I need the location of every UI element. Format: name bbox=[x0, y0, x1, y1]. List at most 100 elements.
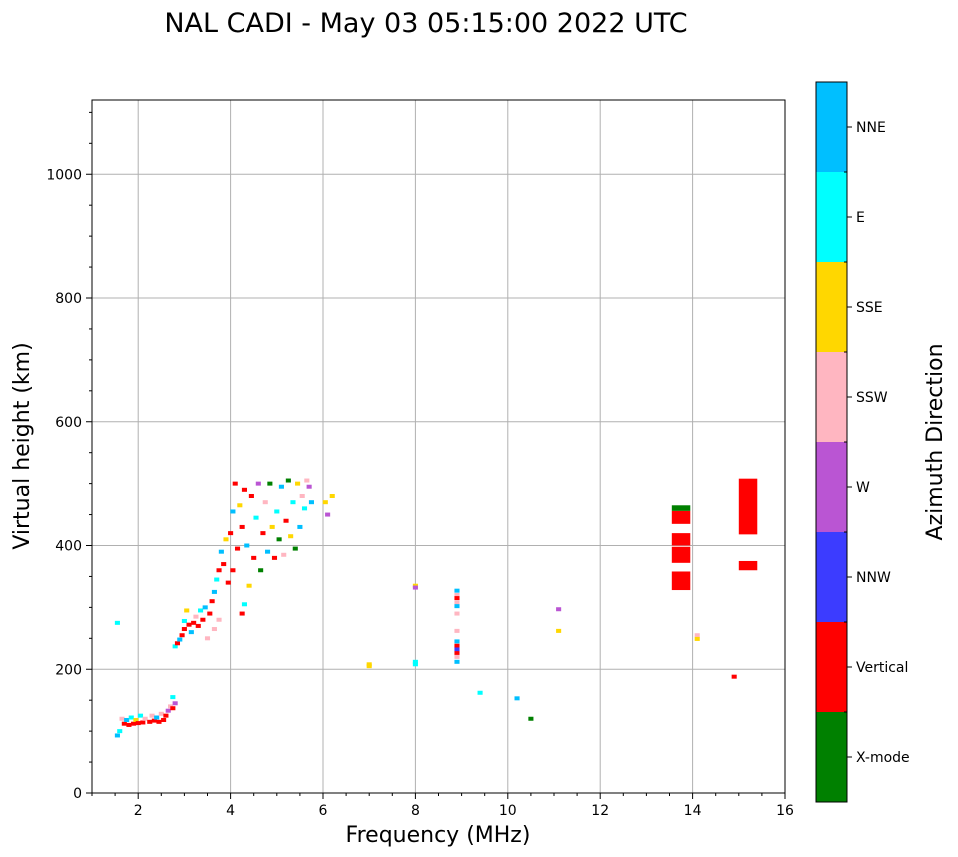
echo-point bbox=[366, 664, 372, 669]
colorbar-tick-label: NNE bbox=[856, 120, 886, 136]
echo-point bbox=[223, 537, 229, 542]
echo-point bbox=[114, 620, 120, 625]
echo-point bbox=[514, 696, 520, 701]
echo-block bbox=[671, 510, 691, 524]
echo-point bbox=[119, 716, 125, 721]
echo-point bbox=[306, 484, 312, 489]
echo-block bbox=[738, 560, 758, 571]
echo-point bbox=[454, 600, 460, 605]
echo-point bbox=[209, 599, 215, 604]
echo-point bbox=[170, 695, 176, 700]
echo-point bbox=[191, 620, 197, 625]
echo-point bbox=[454, 654, 460, 659]
colorbar-tick-label: X-mode bbox=[856, 750, 910, 766]
echo-point bbox=[195, 623, 201, 628]
colorbar-tick-label: Vertical bbox=[856, 660, 908, 676]
plot-frame bbox=[91, 99, 786, 794]
colorbar-label: Azimuth Direction bbox=[923, 343, 948, 540]
echo-point bbox=[204, 636, 211, 641]
echo-point bbox=[181, 618, 187, 623]
echo-point bbox=[297, 524, 303, 529]
echo-point bbox=[147, 719, 153, 724]
echo-block bbox=[671, 571, 691, 591]
echo-point bbox=[133, 717, 139, 722]
echo-point bbox=[202, 605, 208, 610]
echo-point bbox=[322, 500, 328, 505]
echo-point bbox=[276, 537, 282, 542]
x-tick-label: 10 bbox=[499, 803, 517, 819]
colorbar-swatch bbox=[816, 262, 847, 352]
echo-point bbox=[412, 585, 418, 590]
echo-point bbox=[283, 518, 289, 523]
echo-point bbox=[126, 722, 132, 727]
grid-lines bbox=[92, 100, 785, 793]
y-tick-label: 200 bbox=[55, 662, 82, 678]
colorbar-tick-label: SSW bbox=[856, 390, 888, 406]
echo-point bbox=[225, 580, 231, 585]
echo-point bbox=[237, 503, 243, 508]
x-tick-label: 4 bbox=[226, 803, 235, 819]
echo-point bbox=[694, 636, 700, 641]
echo-point bbox=[248, 494, 254, 498]
echo-point bbox=[124, 717, 130, 722]
echo-point bbox=[198, 608, 204, 613]
y-tick-label: 400 bbox=[55, 539, 82, 555]
echo-point bbox=[454, 593, 460, 597]
echo-point bbox=[454, 628, 460, 633]
echo-point bbox=[135, 721, 141, 726]
echo-point bbox=[163, 713, 169, 718]
echo-point bbox=[214, 577, 220, 582]
echo-point bbox=[140, 720, 146, 725]
echo-block bbox=[738, 478, 758, 535]
echo-point bbox=[454, 643, 460, 648]
y-axis-label: Virtual height (km) bbox=[10, 342, 35, 549]
echo-point bbox=[454, 596, 460, 601]
colorbar-tick-label: NNW bbox=[856, 570, 891, 586]
echo-point bbox=[246, 583, 252, 588]
echo-point bbox=[151, 718, 157, 723]
echo-point bbox=[156, 719, 162, 724]
echo-point bbox=[253, 515, 259, 520]
echo-point bbox=[193, 614, 199, 619]
echo-point bbox=[158, 711, 164, 716]
axis-ticks: 2 4 6 8 10 12 14 16 0 200 400 600 800 1000 bbox=[46, 111, 794, 819]
echo-point bbox=[184, 608, 190, 613]
echo-point bbox=[278, 484, 284, 489]
x-tick-label: 16 bbox=[776, 803, 794, 819]
echo-point bbox=[114, 733, 120, 738]
echo-point bbox=[211, 589, 217, 594]
echo-point bbox=[454, 639, 460, 644]
echo-point bbox=[255, 481, 261, 486]
echo-point bbox=[177, 637, 183, 642]
echo-point bbox=[137, 713, 144, 718]
colorbar-swatch bbox=[816, 172, 847, 262]
x-tick-label: 6 bbox=[319, 803, 328, 819]
echo-point bbox=[154, 715, 160, 720]
x-tick-label: 14 bbox=[684, 803, 702, 819]
echo-point bbox=[694, 633, 700, 638]
colorbar-swatch bbox=[816, 622, 847, 712]
echo-point bbox=[454, 611, 460, 616]
echo-point bbox=[241, 602, 248, 607]
y-tick-label: 600 bbox=[55, 415, 82, 431]
echo-point bbox=[269, 524, 275, 529]
colorbar-tick-label: W bbox=[856, 480, 870, 496]
echo-points bbox=[114, 478, 758, 738]
echo-point bbox=[267, 481, 273, 486]
echo-point bbox=[216, 617, 222, 622]
echo-point bbox=[131, 721, 137, 726]
echo-point bbox=[117, 729, 123, 734]
echo-point bbox=[221, 562, 227, 567]
x-tick-label: 2 bbox=[134, 803, 143, 819]
echo-point bbox=[149, 713, 155, 718]
echo-point bbox=[181, 627, 187, 632]
echo-point bbox=[211, 627, 217, 632]
echo-point bbox=[295, 481, 301, 486]
echo-point bbox=[556, 607, 562, 612]
echo-point bbox=[325, 512, 331, 517]
echo-point bbox=[528, 716, 534, 721]
echo-point bbox=[262, 500, 268, 505]
echo-point bbox=[454, 647, 460, 652]
colorbar: X-mode Vertical NNW W SSW SSE E NNE bbox=[815, 81, 910, 803]
